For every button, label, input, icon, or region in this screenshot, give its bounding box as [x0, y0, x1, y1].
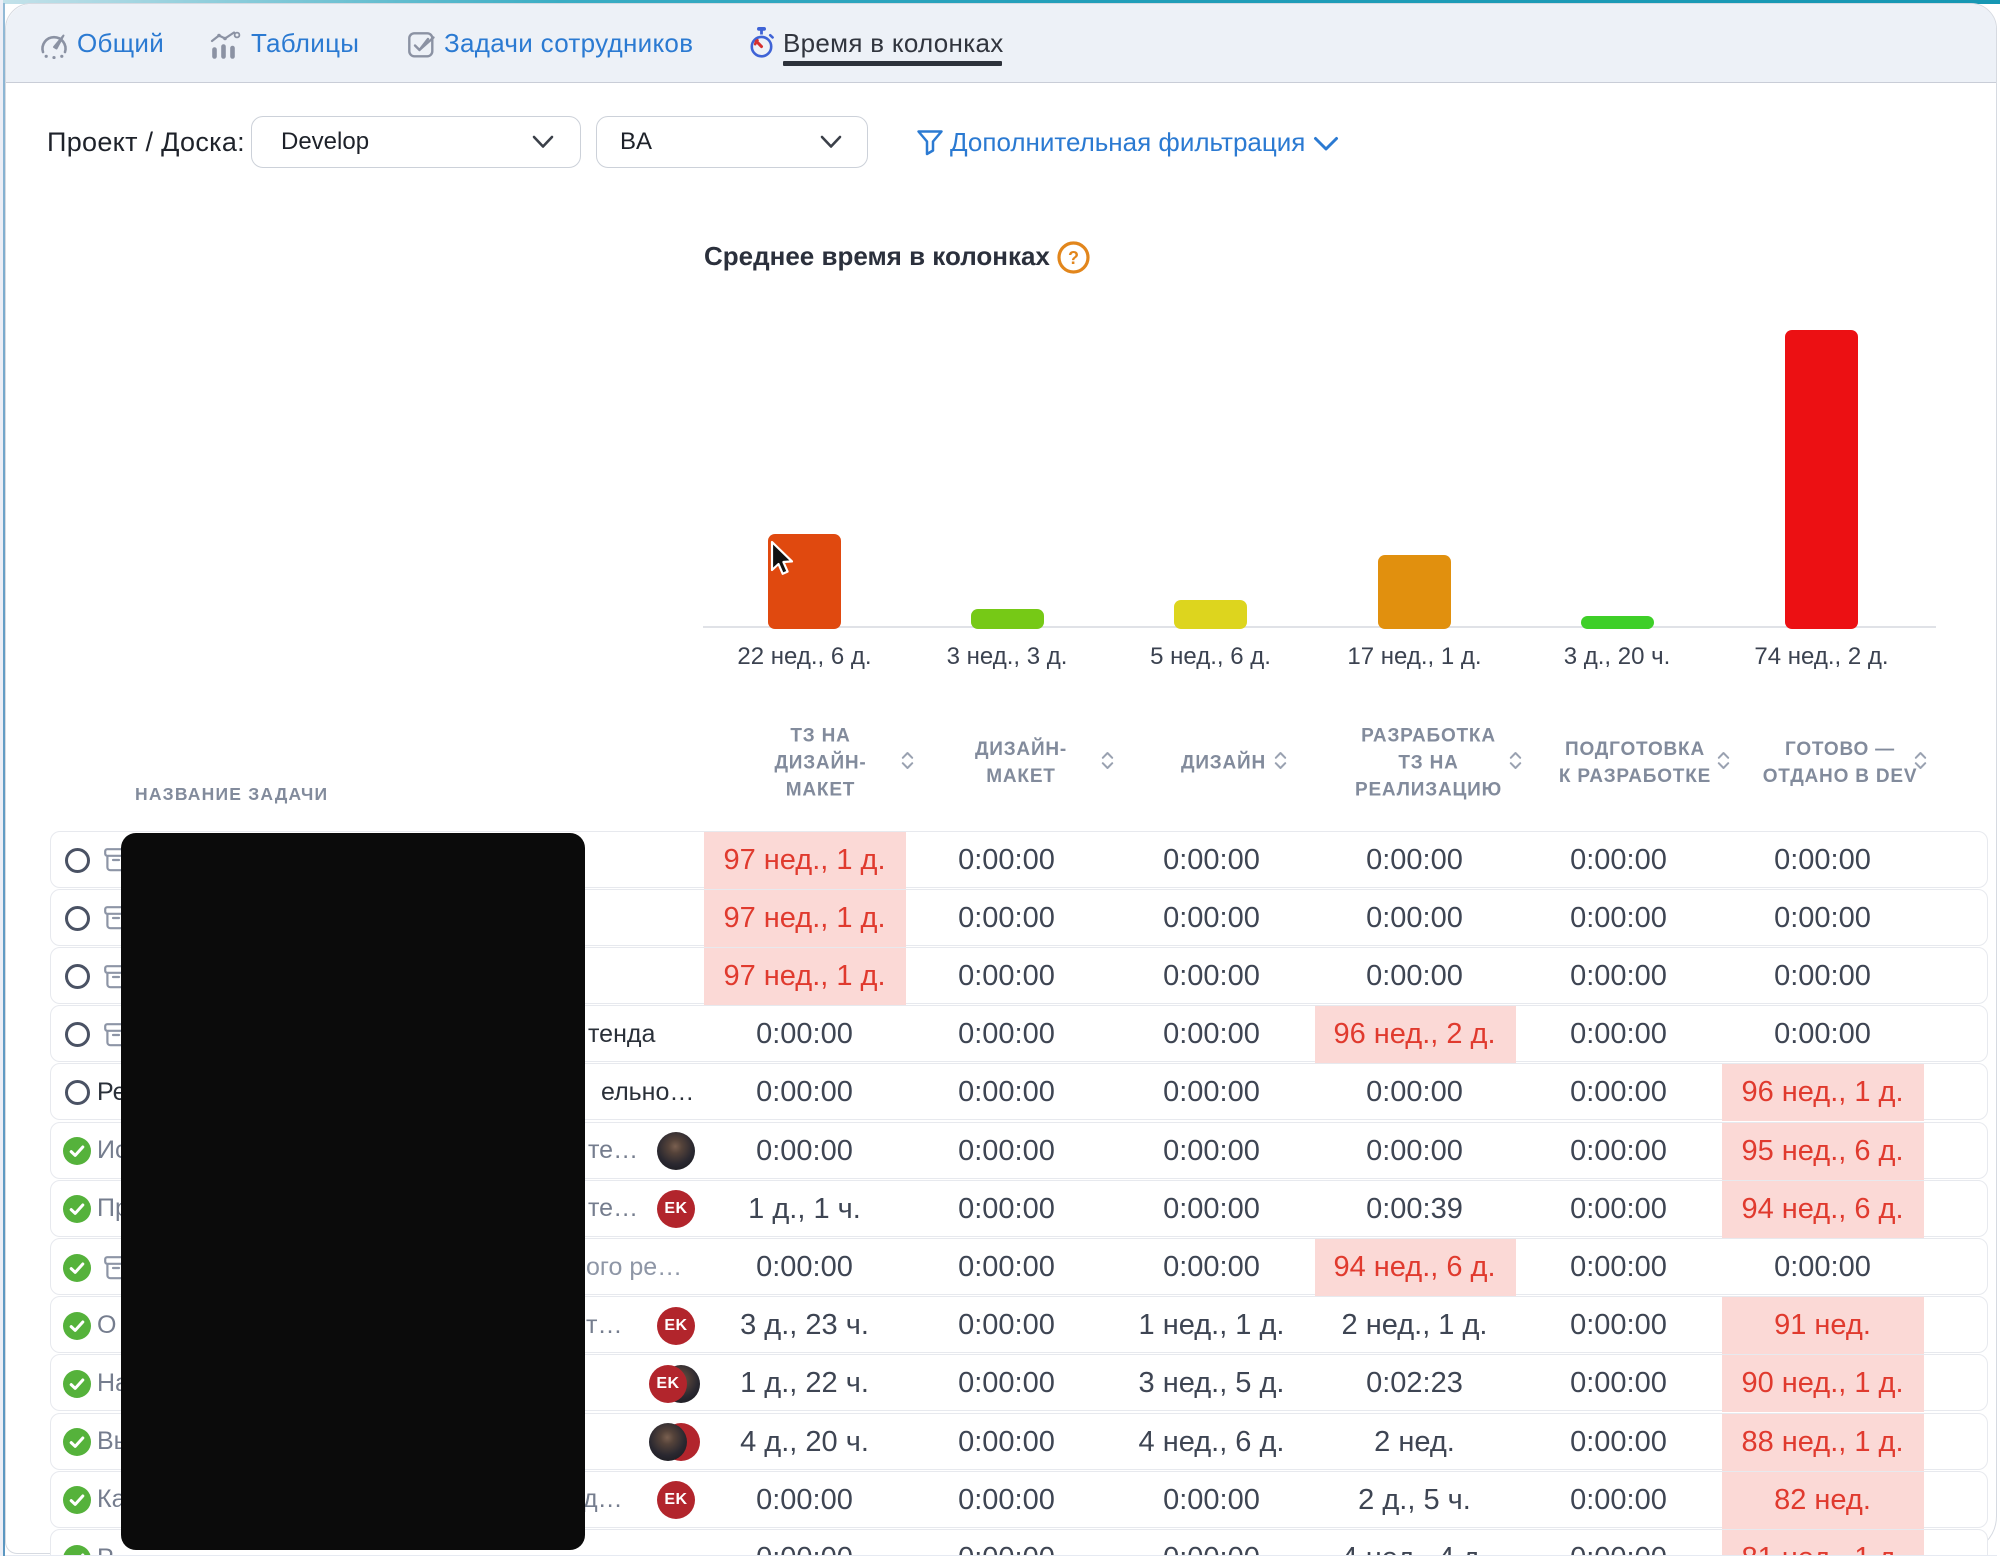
svg-text:?: ? [1068, 248, 1079, 268]
